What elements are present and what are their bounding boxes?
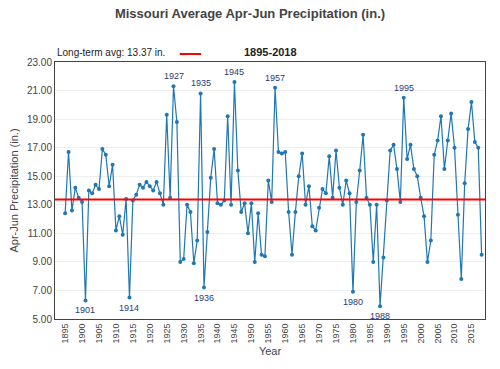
- svg-text:13.00: 13.00: [27, 199, 52, 210]
- svg-text:1915: 1915: [128, 324, 138, 344]
- svg-text:21.00: 21.00: [27, 85, 52, 96]
- svg-text:9.00: 9.00: [33, 256, 53, 267]
- svg-text:1910: 1910: [111, 324, 121, 344]
- svg-text:15.00: 15.00: [27, 171, 52, 182]
- svg-text:1960: 1960: [280, 324, 290, 344]
- svg-text:2005: 2005: [433, 324, 443, 344]
- svg-text:1936: 1936: [194, 293, 214, 303]
- svg-text:1935: 1935: [191, 78, 211, 88]
- svg-text:1940: 1940: [212, 324, 222, 344]
- svg-text:1950: 1950: [246, 324, 256, 344]
- svg-text:1895-2018: 1895-2018: [244, 46, 297, 58]
- svg-text:1945: 1945: [229, 324, 239, 344]
- svg-text:1995: 1995: [394, 83, 414, 93]
- svg-text:17.00: 17.00: [27, 142, 52, 153]
- svg-text:1945: 1945: [224, 67, 244, 77]
- svg-text:23.00: 23.00: [27, 57, 52, 68]
- svg-text:1925: 1925: [162, 324, 172, 344]
- svg-text:1895: 1895: [60, 324, 70, 344]
- svg-text:1955: 1955: [263, 324, 273, 344]
- svg-text:1980: 1980: [348, 324, 358, 344]
- svg-text:1995: 1995: [399, 324, 409, 344]
- svg-text:1900: 1900: [77, 324, 87, 344]
- svg-text:Apr-Jun Precipitation (in.): Apr-Jun Precipitation (in.): [8, 128, 20, 252]
- svg-text:1985: 1985: [365, 324, 375, 344]
- svg-text:11.00: 11.00: [28, 228, 53, 239]
- svg-text:Long-term avg: 13.37 in.: Long-term avg: 13.37 in.: [57, 47, 165, 58]
- svg-text:1988: 1988: [370, 311, 390, 321]
- svg-text:2000: 2000: [416, 324, 426, 344]
- svg-text:1990: 1990: [382, 324, 392, 344]
- svg-text:1935: 1935: [196, 324, 206, 344]
- svg-text:Missouri Average Apr-Jun Preci: Missouri Average Apr-Jun Precipitation (…: [115, 6, 385, 21]
- svg-text:1980: 1980: [343, 297, 363, 307]
- svg-text:7.00: 7.00: [33, 285, 53, 296]
- svg-text:1914: 1914: [119, 303, 139, 313]
- svg-text:1975: 1975: [331, 324, 341, 344]
- svg-text:1901: 1901: [75, 305, 95, 315]
- svg-text:1930: 1930: [179, 324, 189, 344]
- svg-text:2010: 2010: [449, 324, 459, 344]
- svg-text:1957: 1957: [265, 73, 285, 83]
- svg-text:1927: 1927: [164, 71, 184, 81]
- svg-text:Year: Year: [259, 345, 282, 357]
- svg-text:2015: 2015: [466, 324, 476, 344]
- svg-text:5.00: 5.00: [33, 314, 53, 325]
- svg-text:1920: 1920: [145, 324, 155, 344]
- svg-text:19.00: 19.00: [27, 114, 52, 125]
- svg-text:1970: 1970: [314, 324, 324, 344]
- svg-text:1905: 1905: [94, 324, 104, 344]
- svg-text:1965: 1965: [297, 324, 307, 344]
